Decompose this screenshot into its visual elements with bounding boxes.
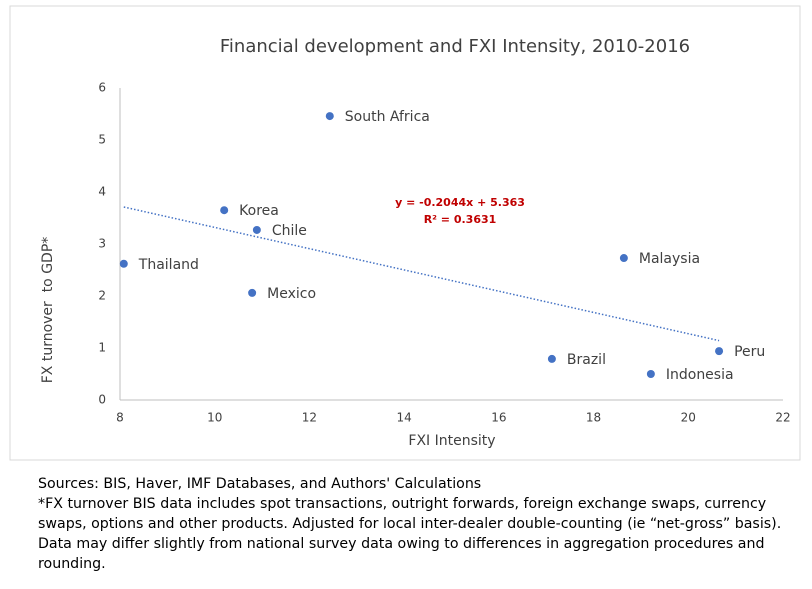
trendline-equation: y = -0.2044x + 5.363 [395, 196, 525, 209]
point-label: Malaysia [639, 251, 700, 267]
point [325, 112, 334, 121]
trendline-r-squared: R² = 0.3631 [424, 213, 497, 226]
x-tick-label: 18 [586, 411, 601, 425]
y-tick-label: 3 [98, 237, 106, 251]
point-label: Korea [239, 203, 279, 219]
y-tick-label: 6 [98, 81, 106, 95]
point-label: South Africa [345, 109, 430, 125]
point-label: Mexico [267, 286, 316, 302]
point-label: Peru [734, 344, 765, 360]
point [220, 206, 229, 215]
point [248, 288, 257, 297]
x-tick-label: 12 [302, 411, 317, 425]
point-label: Chile [272, 223, 307, 239]
chart: Financial development and FXI Intensity,… [9, 5, 801, 461]
y-tick-label: 0 [98, 393, 106, 407]
point [646, 370, 655, 378]
point-label: Indonesia [666, 367, 734, 383]
point [715, 347, 724, 356]
y-tick-label: 4 [98, 185, 106, 199]
y-tick-label: 1 [98, 341, 106, 355]
point-label: Brazil [567, 352, 606, 368]
point [547, 354, 556, 363]
footnote: *FX turnover BIS data includes spot tran… [38, 496, 782, 572]
chart-title: Financial development and FXI Intensity,… [220, 36, 690, 57]
notes: Sources: BIS, Haver, IMF Databases, and … [38, 474, 798, 574]
y-axis-title: FX turnover to GDP* [40, 237, 56, 384]
point [619, 254, 628, 263]
sources-note: Sources: BIS, Haver, IMF Databases, and … [38, 476, 482, 492]
x-tick-label: 16 [491, 411, 506, 425]
chart-border [9, 5, 801, 461]
x-tick-label: 8 [116, 411, 124, 425]
point-label: Thailand [138, 257, 199, 273]
y-tick-label: 5 [98, 133, 106, 147]
trendline [123, 206, 720, 342]
x-axis-title: FXI Intensity [408, 433, 495, 449]
x-tick-label: 10 [207, 411, 222, 425]
point [119, 259, 128, 268]
y-tick-label: 2 [98, 289, 106, 303]
x-tick-label: 14 [397, 411, 412, 425]
point [252, 225, 261, 234]
x-tick-label: 22 [775, 411, 790, 425]
x-tick-label: 20 [681, 411, 696, 425]
